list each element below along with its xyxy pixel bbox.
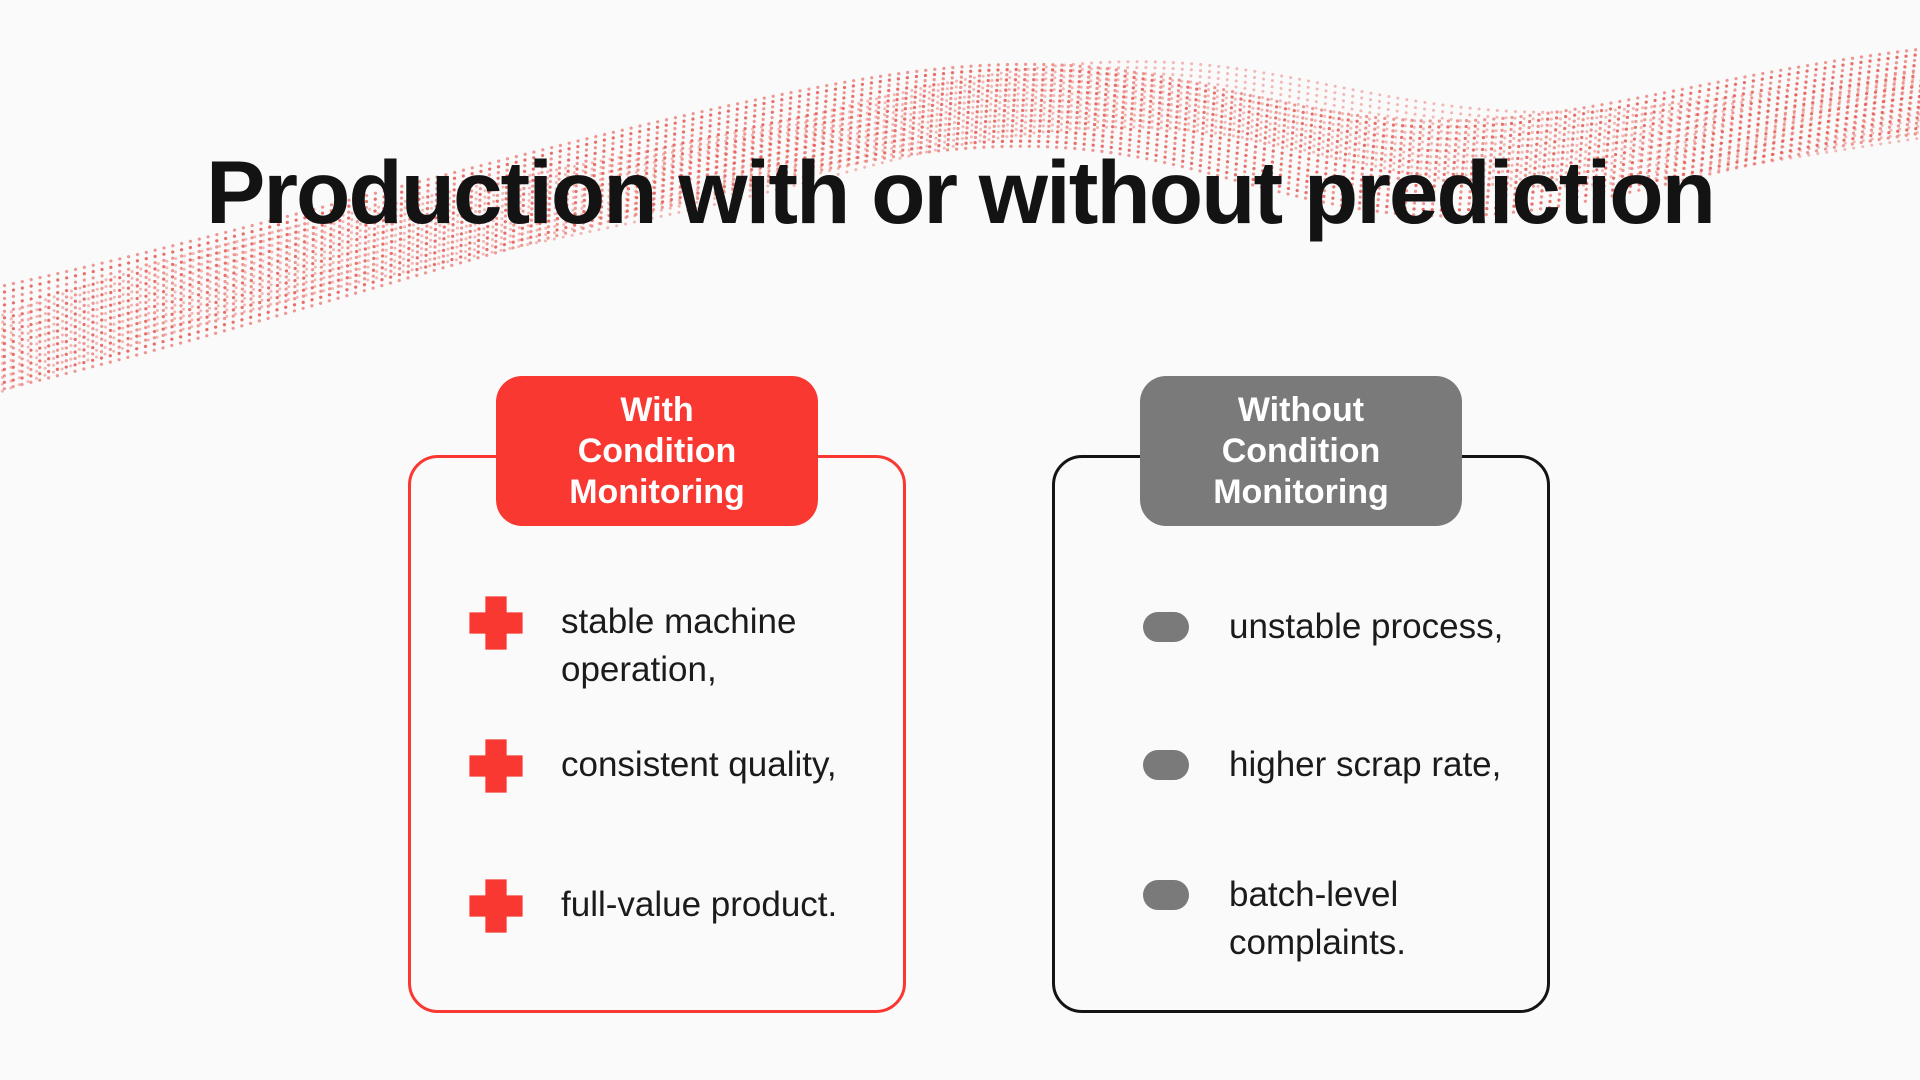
card-with-monitoring: With Condition Monitoring stable machine…: [408, 376, 906, 1013]
list-item: full-value product.: [467, 879, 838, 935]
slide-title: Production with or without prediction: [205, 142, 1716, 242]
plus-icon: [469, 739, 523, 793]
list-item-text: unstable process,: [1229, 607, 1504, 646]
badge-with-monitoring: With Condition Monitoring: [496, 376, 818, 526]
dash-icon: [1143, 750, 1189, 780]
list-item: consistent quality,: [467, 739, 837, 795]
plus-icon: [469, 879, 523, 933]
list-item-text: batch-level complaints.: [1229, 875, 1407, 962]
list-item-text: full-value product.: [561, 885, 838, 924]
list-item-text: consistent quality,: [561, 745, 837, 784]
wave-pattern: [0, 47, 1920, 394]
list-item-text: stable machine operation,: [561, 602, 797, 689]
plus-icon: [469, 596, 523, 650]
dash-icon: [1143, 612, 1189, 642]
list-item: unstable process,: [1143, 603, 1503, 651]
list-item-text: higher scrap rate,: [1229, 745, 1502, 784]
list-item: stable machine operation,: [467, 596, 797, 694]
dash-icon: [1143, 880, 1189, 910]
card-without-monitoring: Without Condition Monitoring unstable pr…: [1052, 376, 1550, 1013]
badge-without-monitoring: Without Condition Monitoring: [1140, 376, 1462, 526]
list-item: batch-level complaints.: [1143, 871, 1406, 967]
list-item: higher scrap rate,: [1143, 741, 1501, 789]
